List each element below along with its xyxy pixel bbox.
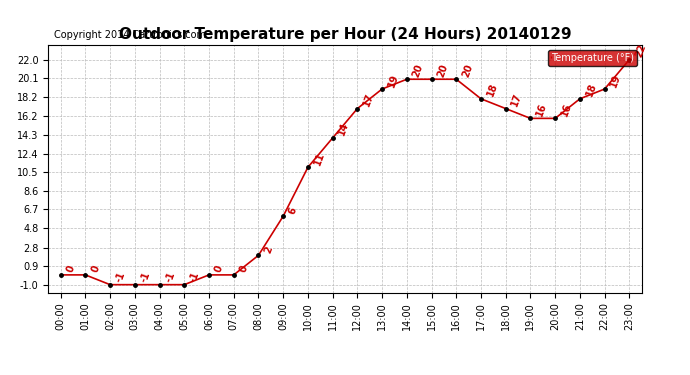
Text: Copyright 2014 Cartronics.com: Copyright 2014 Cartronics.com (55, 30, 206, 40)
Text: 11: 11 (312, 150, 326, 166)
Text: 0: 0 (90, 264, 101, 274)
Text: 18: 18 (584, 82, 598, 98)
Text: 0: 0 (238, 264, 250, 274)
Text: 20: 20 (460, 62, 475, 78)
Text: 6: 6 (287, 206, 299, 215)
Text: 19: 19 (386, 72, 400, 88)
Text: 16: 16 (535, 102, 549, 118)
Text: 22: 22 (633, 43, 647, 59)
Text: 17: 17 (510, 92, 524, 108)
Text: -1: -1 (139, 270, 152, 284)
Text: 20: 20 (411, 62, 425, 78)
Text: -1: -1 (164, 270, 177, 284)
Text: 20: 20 (435, 62, 450, 78)
Title: Outdoor Temperature per Hour (24 Hours) 20140129: Outdoor Temperature per Hour (24 Hours) … (119, 27, 571, 42)
Text: 0: 0 (213, 264, 225, 274)
Text: 17: 17 (362, 92, 375, 108)
Text: 19: 19 (609, 72, 623, 88)
Text: 2: 2 (263, 245, 275, 255)
Legend: Temperature (°F): Temperature (°F) (548, 50, 637, 66)
Text: 18: 18 (485, 82, 499, 98)
Text: 16: 16 (560, 102, 573, 118)
Text: 14: 14 (337, 121, 351, 137)
Text: 0: 0 (65, 264, 77, 274)
Text: -1: -1 (115, 270, 128, 284)
Text: -1: -1 (188, 270, 201, 284)
